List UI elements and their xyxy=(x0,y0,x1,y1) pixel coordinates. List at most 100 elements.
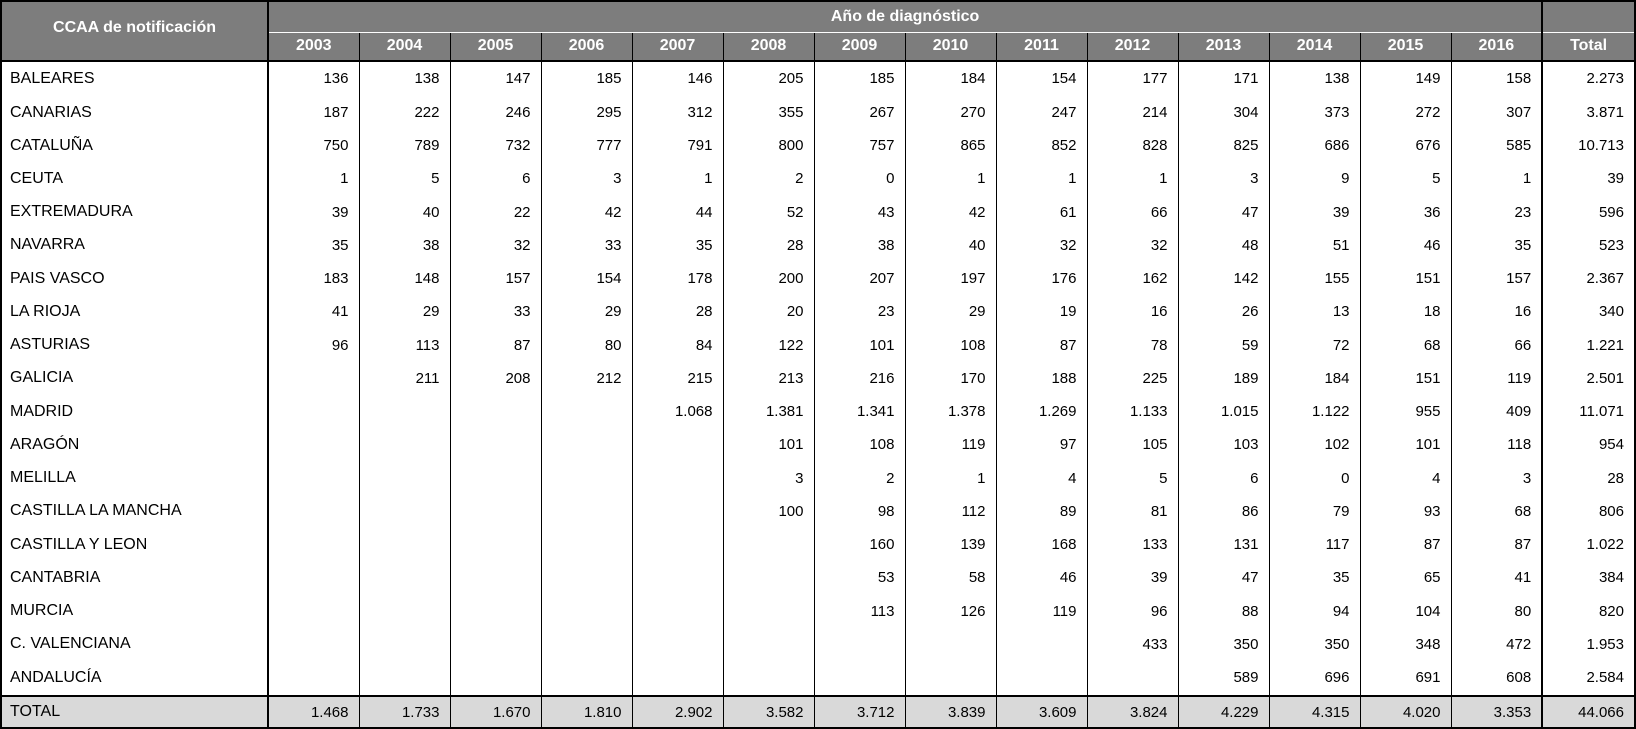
year-header: 2015 xyxy=(1359,32,1451,62)
value-cell: 119 xyxy=(1450,361,1543,396)
value-cell xyxy=(722,594,814,628)
value-cell: 126 xyxy=(904,594,996,628)
value-cell: 205 xyxy=(722,61,814,96)
year-header: 2013 xyxy=(1177,32,1269,62)
value-cell: 101 xyxy=(1359,428,1451,462)
value-cell: 19 xyxy=(995,295,1087,329)
value-cell: 4 xyxy=(995,461,1087,495)
value-cell: 29 xyxy=(904,295,996,329)
value-cell: 59 xyxy=(1177,328,1269,362)
value-cell: 178 xyxy=(631,262,723,296)
value-cell: 212 xyxy=(540,361,632,396)
value-cell: 955 xyxy=(1359,395,1451,429)
value-cell: 1.381 xyxy=(722,395,814,429)
value-cell: 48 xyxy=(1177,228,1269,263)
value-cell xyxy=(540,594,632,628)
table-row: C. VALENCIANA 433 350 350 348 472 1.953 xyxy=(1,627,1635,661)
header-years-row: 2003 2004 2005 2006 2007 2008 2009 2010 2011 2012… xyxy=(1,32,1635,62)
value-cell xyxy=(813,660,905,696)
year-header: 2006 xyxy=(540,32,632,62)
value-cell xyxy=(904,660,996,696)
value-cell: 184 xyxy=(1268,361,1360,396)
value-cell: 32 xyxy=(1086,228,1178,263)
value-cell: 188 xyxy=(995,361,1087,396)
value-cell xyxy=(358,594,450,628)
value-cell: 53 xyxy=(813,561,905,595)
value-cell: 18 xyxy=(1359,295,1451,329)
value-cell: 1 xyxy=(904,162,996,196)
value-cell: 1 xyxy=(267,162,359,196)
value-cell: 1.378 xyxy=(904,395,996,429)
value-cell: 825 xyxy=(1177,129,1269,163)
value-cell: 1.341 xyxy=(813,395,905,429)
value-cell xyxy=(358,494,450,528)
value-cell: 80 xyxy=(540,328,632,362)
region-name-cell: CANARIAS xyxy=(1,95,269,130)
value-cell: 5 xyxy=(1359,162,1451,196)
value-cell: 350 xyxy=(1177,627,1269,661)
value-cell: 79 xyxy=(1268,494,1360,528)
value-cell: 1.133 xyxy=(1086,395,1178,429)
value-cell: 171 xyxy=(1177,61,1269,96)
row-total-cell: 2.367 xyxy=(1541,262,1635,296)
value-cell: 41 xyxy=(267,295,359,329)
value-cell: 608 xyxy=(1450,660,1543,696)
value-cell: 101 xyxy=(722,428,814,462)
value-cell: 117 xyxy=(1268,527,1360,562)
value-cell: 147 xyxy=(449,61,541,96)
value-cell xyxy=(358,660,450,696)
region-name-cell: LA RIOJA xyxy=(1,295,269,329)
value-cell: 247 xyxy=(995,95,1087,130)
table-row: ASTURIAS 96 113 87 80 84 122 101 108 87 78 59 72 68 66… xyxy=(1,328,1635,362)
value-cell xyxy=(540,494,632,528)
value-cell: 1.068 xyxy=(631,395,723,429)
row-total-cell: 2.273 xyxy=(1541,61,1635,96)
table-row: CEUTA 1 5 6 3 1 2 0 1 1 1 3 9 5 1 39 xyxy=(1,162,1635,196)
value-cell: 1 xyxy=(1086,162,1178,196)
value-cell xyxy=(722,561,814,595)
value-cell: 189 xyxy=(1177,361,1269,396)
value-cell: 81 xyxy=(1086,494,1178,528)
value-cell: 36 xyxy=(1359,195,1451,229)
value-cell: 47 xyxy=(1177,561,1269,595)
value-cell: 155 xyxy=(1268,262,1360,296)
value-cell: 32 xyxy=(995,228,1087,263)
value-cell: 39 xyxy=(1268,195,1360,229)
year-header: 2008 xyxy=(722,32,814,62)
table-row: ARAGÓN 101 108 119 97 105 103 102 101 118 954 xyxy=(1,428,1635,462)
value-cell: 295 xyxy=(540,95,632,130)
value-cell xyxy=(267,361,359,396)
value-cell: 2 xyxy=(722,162,814,196)
region-name-cell: BALEARES xyxy=(1,61,269,96)
row-total-cell: 596 xyxy=(1541,195,1635,229)
value-cell: 28 xyxy=(631,295,723,329)
value-cell: 105 xyxy=(1086,428,1178,462)
value-cell: 97 xyxy=(995,428,1087,462)
value-cell xyxy=(540,627,632,661)
total-value-cell: 3.839 xyxy=(904,695,996,728)
value-cell: 119 xyxy=(904,428,996,462)
total-value-cell: 1.670 xyxy=(449,695,541,728)
header-group-row: CCAA de notificación Año de diagnóstico xyxy=(1,1,1635,62)
value-cell: 800 xyxy=(722,129,814,163)
region-name-cell: MELILLA xyxy=(1,461,269,495)
value-cell: 72 xyxy=(1268,328,1360,362)
value-cell: 138 xyxy=(1268,61,1360,96)
value-cell xyxy=(904,627,996,661)
value-cell: 3 xyxy=(722,461,814,495)
region-name-cell: MURCIA xyxy=(1,594,269,628)
total-header-spacer xyxy=(1541,1,1635,33)
value-cell: 208 xyxy=(449,361,541,396)
value-cell: 38 xyxy=(358,228,450,263)
table-row: CASTILLA Y LEON 160 139 168 133 131 117 87 87 1.0… xyxy=(1,527,1635,562)
value-cell: 1 xyxy=(1450,162,1543,196)
value-cell: 118 xyxy=(1450,428,1543,462)
value-cell: 46 xyxy=(995,561,1087,595)
value-cell: 350 xyxy=(1268,627,1360,661)
value-cell: 348 xyxy=(1359,627,1451,661)
value-cell: 433 xyxy=(1086,627,1178,661)
value-cell xyxy=(267,594,359,628)
value-cell: 87 xyxy=(995,328,1087,362)
value-cell: 42 xyxy=(540,195,632,229)
year-header: 2016 xyxy=(1450,32,1543,62)
